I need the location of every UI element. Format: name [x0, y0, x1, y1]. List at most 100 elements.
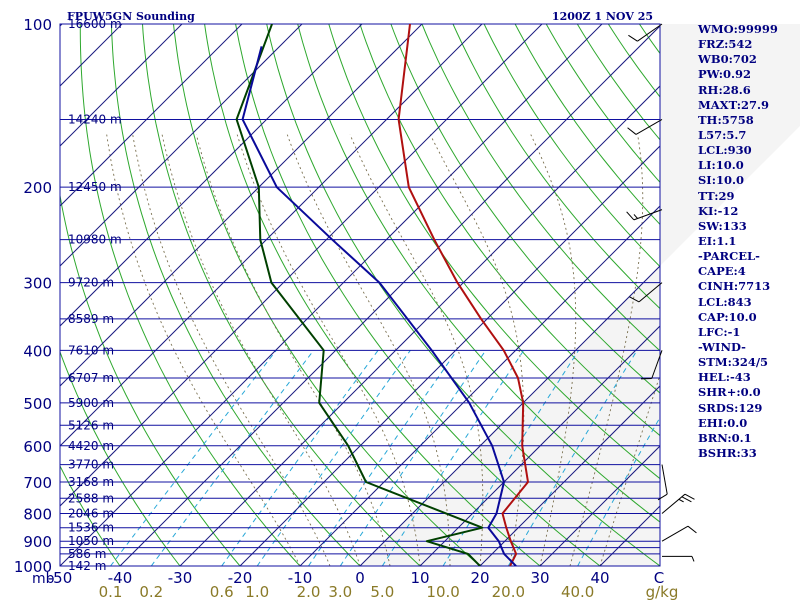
dry-adiabat — [60, 464, 121, 566]
mixing-ratio-label: 10.0 — [426, 583, 459, 600]
mixing-ratio-label: 0.1 — [99, 583, 123, 600]
stat-value: 0.0 — [740, 385, 761, 400]
isotherm — [60, 24, 423, 387]
wind-barb-staff — [635, 119, 663, 135]
temp-tick-label: -10 — [288, 569, 313, 587]
dry-adiabat — [173, 24, 481, 566]
stat-label: EI — [698, 233, 713, 248]
stat-label: EHI — [698, 415, 724, 430]
stat-row: LCL:930 — [698, 143, 798, 158]
wind-barb-staff — [661, 525, 689, 542]
temp-tick-label: -30 — [168, 569, 193, 587]
stat-label: LFC — [698, 324, 724, 339]
stat-separator: : — [728, 52, 733, 67]
stat-row: BRN:0.1 — [698, 431, 798, 446]
stat-value: 702 — [732, 52, 757, 67]
stat-label: TT — [698, 188, 715, 203]
stat-row: MAXT:27.9 — [698, 98, 798, 113]
pressure-tick-label: 500 — [23, 395, 52, 413]
pressure-unit-label: mb — [32, 571, 55, 587]
dry-adiabat — [390, 24, 660, 394]
stat-label: -PARCEL- — [698, 249, 760, 264]
stat-row: LI:10.0 — [698, 158, 798, 173]
dry-adiabat — [142, 24, 421, 566]
stat-label: MAXT — [698, 97, 737, 112]
pressure-tick-label: 800 — [23, 505, 52, 523]
dry-adiabat — [421, 24, 660, 352]
pressure-tick-label: 700 — [23, 474, 52, 492]
isotherms — [60, 24, 660, 566]
height-label: 1536 m — [68, 521, 114, 535]
temp-tick-label: 30 — [530, 569, 549, 587]
stat-separator: : — [734, 400, 739, 415]
dry-adiabat — [452, 24, 660, 310]
stat-row: WMO:99999 — [698, 22, 798, 37]
stat-separator: : — [725, 370, 730, 385]
stat-label: LI — [698, 158, 712, 173]
dry-adiabat — [328, 24, 660, 480]
stat-row: -WIND- — [698, 340, 798, 355]
stat-separator: : — [722, 127, 727, 142]
wind-barb-staff — [637, 23, 663, 42]
wind-barb-flag — [627, 127, 637, 135]
stat-separator: : — [733, 22, 738, 36]
stat-value: 7713 — [738, 279, 771, 294]
pressure-tick-label: 200 — [23, 179, 52, 197]
height-label: 586 m — [68, 547, 106, 561]
stat-value: 129 — [738, 400, 763, 415]
height-label: 2588 m — [68, 491, 114, 505]
stat-row: PW:0.92 — [698, 67, 798, 82]
stat-separator: : — [711, 173, 716, 188]
stat-row: SHR+:0.0 — [698, 385, 798, 400]
height-label: 2046 m — [68, 506, 114, 520]
isotherm — [419, 325, 660, 566]
isotherm — [60, 24, 543, 507]
stat-separator: : — [736, 97, 741, 112]
stat-label: WB0 — [698, 52, 729, 67]
stat-separator: : — [733, 264, 738, 279]
wind-barb-flag — [629, 296, 640, 303]
isotherm — [239, 145, 660, 566]
stat-label: SW — [698, 218, 719, 233]
height-label: 3770 m — [68, 458, 114, 472]
stat-label: CAPE — [698, 264, 734, 279]
stat-row: CAP:10.0 — [698, 310, 798, 325]
stat-row: FRZ:542 — [698, 37, 798, 52]
stat-separator: : — [723, 294, 728, 309]
wind-barb-staff — [638, 282, 663, 303]
stat-label: LCL — [698, 143, 724, 158]
stat-value: 4 — [737, 264, 746, 279]
height-label: 1050 m — [68, 534, 114, 548]
stat-row: CINH:7713 — [698, 279, 798, 294]
height-label: 3168 m — [68, 475, 114, 489]
moist-adiabat — [106, 134, 301, 566]
stat-separator: : — [711, 158, 716, 173]
stat-label: WMO — [698, 22, 734, 36]
mixing-ratio-label: 0.6 — [210, 583, 234, 600]
stat-value: 5758 — [721, 112, 754, 127]
wind-barb-staff — [661, 464, 668, 495]
wind-barb-flag — [657, 493, 668, 501]
wind-barb-flag — [687, 525, 697, 534]
stat-separator: : — [717, 112, 722, 127]
height-labels: 16600 m 14240 m 12450 m 10980 m 9720 m 8589 m… — [68, 17, 122, 573]
stat-value: 10.0 — [715, 173, 744, 188]
stat-value: 843 — [727, 294, 752, 309]
wind-barbs — [626, 23, 697, 562]
dry-adiabat — [60, 350, 181, 566]
wind-barb-staff — [661, 493, 686, 514]
temp-tick-label: 0 — [355, 569, 365, 587]
dry-adiabat — [79, 24, 301, 566]
parcel-line — [241, 46, 517, 566]
stat-separator: : — [724, 37, 729, 52]
warm-sector-shading — [360, 24, 800, 566]
mixing-ratio-label: 3.0 — [328, 583, 352, 600]
stat-value: 1.1 — [716, 233, 737, 248]
stat-value: 0.0 — [727, 415, 748, 430]
isotherm — [299, 205, 660, 566]
dry-adiabat — [483, 24, 660, 268]
stat-row: SRDS:129 — [698, 401, 798, 416]
stat-label: KI — [698, 203, 714, 218]
